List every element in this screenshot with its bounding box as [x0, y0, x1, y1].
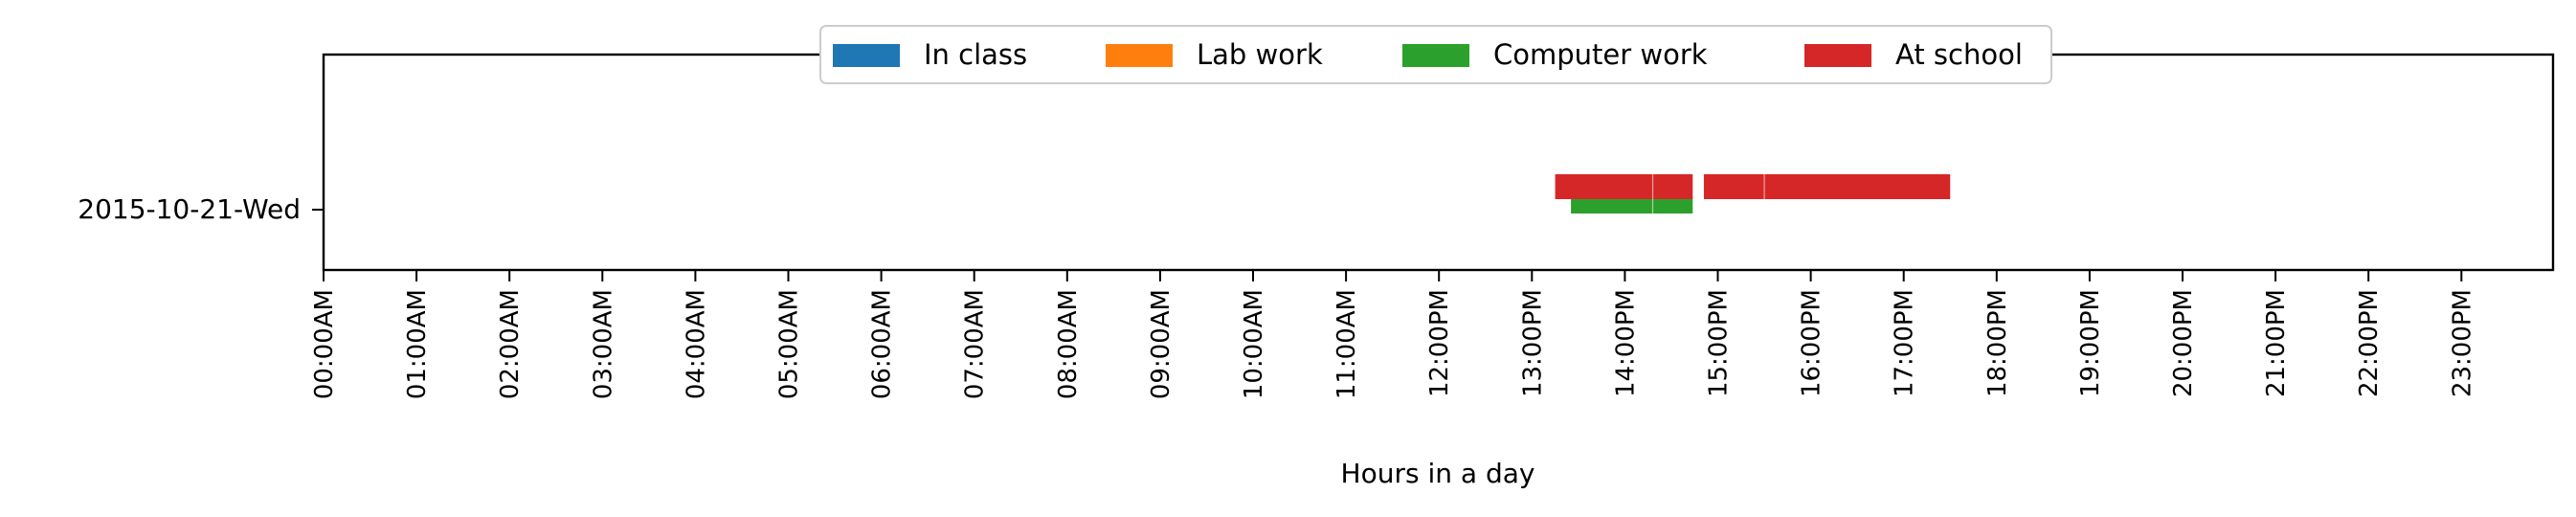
x-tick-label: 02:00AM [496, 289, 525, 399]
legend: In class Lab work Computer work At school [819, 25, 2052, 84]
x-tick-label: 01:00AM [403, 289, 432, 399]
legend-swatch [1402, 44, 1469, 67]
legend-label: In class [924, 38, 1027, 71]
x-tick-label: 14:00PM [1611, 289, 1640, 397]
legend-label: Computer work [1493, 38, 1708, 71]
x-tick-label: 22:00PM [2355, 289, 2384, 397]
computer-work-bar [1571, 197, 1653, 214]
legend-swatch [1804, 44, 1871, 67]
y-axis: 2015-10-21-Wed [78, 193, 324, 225]
x-tick-label: 07:00AM [961, 289, 990, 399]
x-tick-label: 17:00PM [1891, 289, 1919, 397]
x-tick-label: 19:00PM [2076, 289, 2105, 397]
x-tick-label: 12:00PM [1425, 289, 1454, 397]
plot-frame [322, 53, 2555, 272]
x-tick-label: 16:00PM [1798, 289, 1826, 397]
x-tick-label: 13:00PM [1518, 289, 1547, 397]
x-tick-label: 00:00AM [310, 289, 339, 399]
x-tick-label: 10:00AM [1240, 289, 1268, 399]
x-tick-label: 21:00PM [2262, 289, 2291, 397]
at-school-bar [1555, 174, 1653, 199]
legend-label: At school [1895, 38, 2023, 71]
x-tick-label: 03:00AM [589, 289, 617, 399]
x-tick-label: 15:00PM [1705, 289, 1734, 397]
x-tick-label: 08:00AM [1054, 289, 1083, 399]
x-tick-label: 18:00PM [1983, 289, 2012, 397]
x-tick-label: 23:00PM [2448, 289, 2476, 397]
at-school-bar [1652, 174, 1693, 199]
x-axis-label: Hours in a day [1341, 458, 1535, 489]
computer-work-bar [1652, 197, 1693, 214]
at-school-bar [1764, 174, 1951, 199]
x-tick-label: 05:00AM [775, 289, 804, 399]
bars-layer [1555, 174, 1951, 214]
at-school-bar [1703, 174, 1765, 199]
y-tick-label: 2015-10-21-Wed [78, 193, 301, 225]
x-tick-label: 11:00AM [1333, 289, 1361, 399]
x-tick-label: 20:00PM [2169, 289, 2198, 397]
legend-label: Lab work [1197, 38, 1323, 71]
x-tick-label: 09:00AM [1147, 289, 1176, 399]
legend-swatch [833, 44, 900, 67]
x-tick-label: 06:00AM [868, 289, 897, 399]
x-tick-label: 04:00AM [682, 289, 710, 399]
x-axis: 00:00AM 01:00AM 02:00AM 03:00AM 04:00AM 05:00… [310, 270, 2476, 399]
legend-swatch [1106, 44, 1173, 67]
